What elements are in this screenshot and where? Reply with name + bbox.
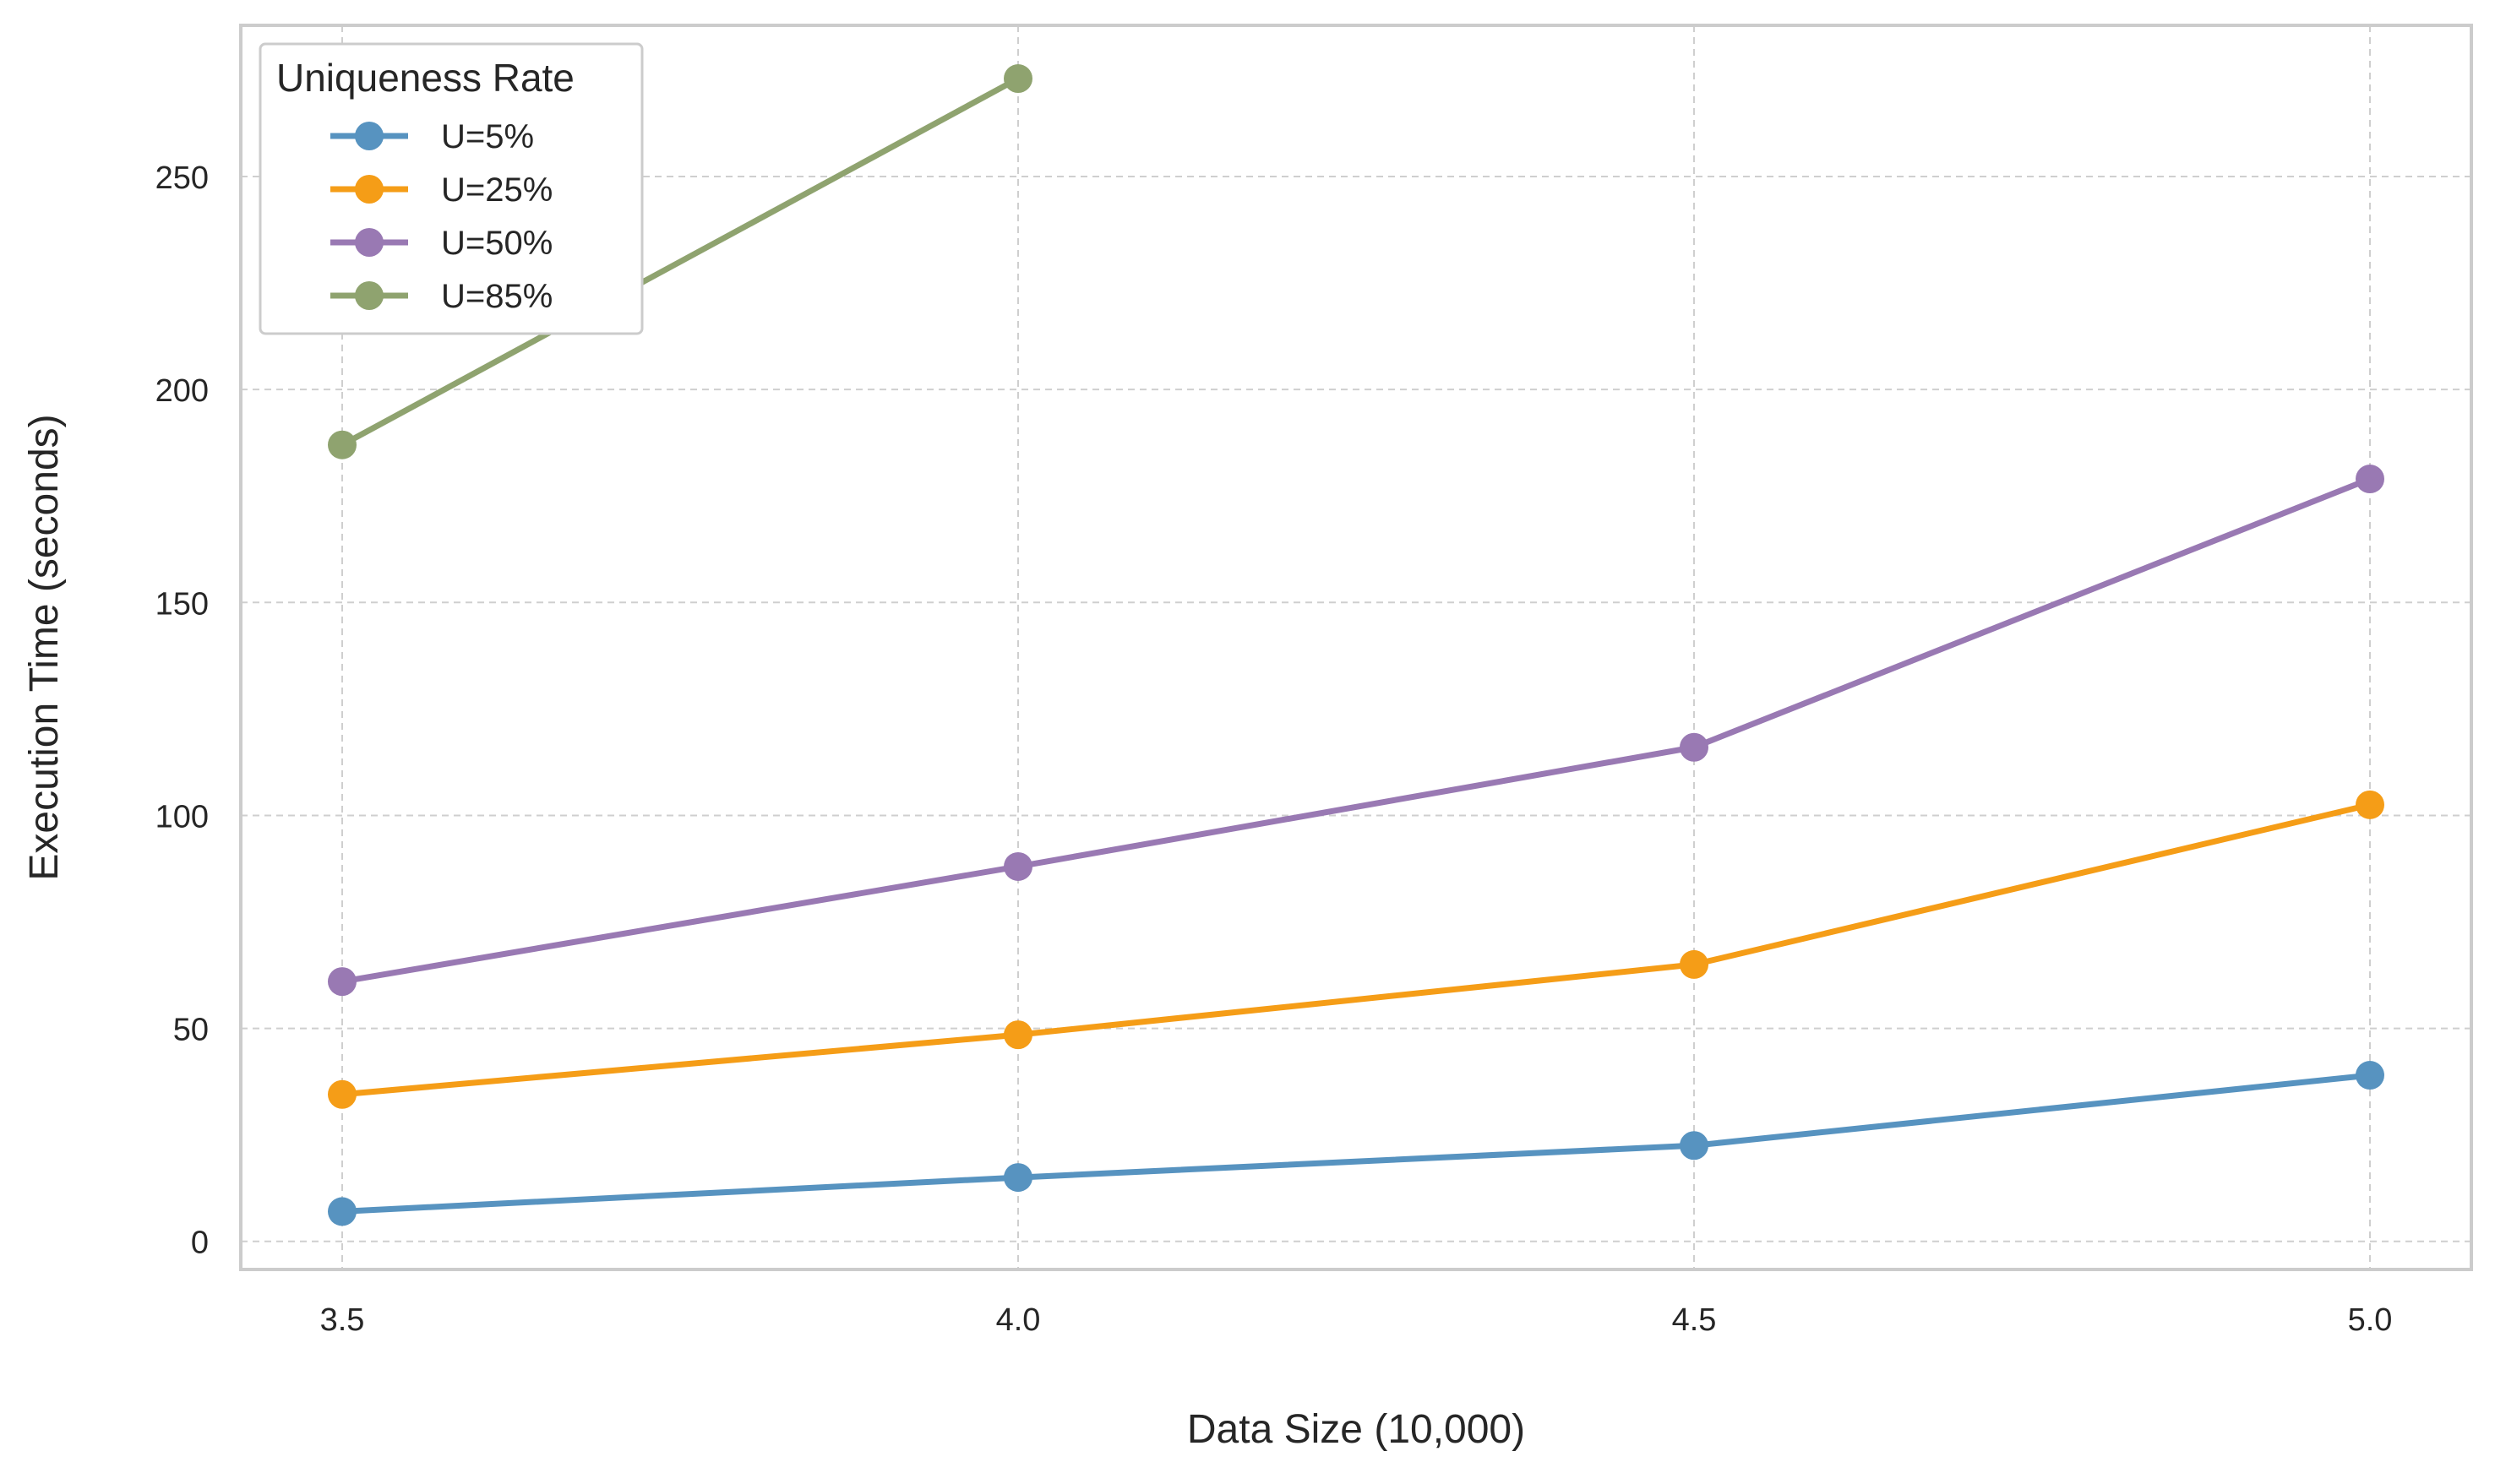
legend: Uniqueness Rate U=5% U=25% U=50% U=85%	[259, 42, 644, 335]
x-axis-label: Data Size (10,000)	[1187, 1407, 1525, 1452]
data-point	[328, 1197, 357, 1226]
data-point	[2356, 1061, 2384, 1090]
legend-label: U=85%	[441, 278, 553, 315]
legend-box	[259, 42, 644, 335]
data-point	[1680, 1131, 1708, 1161]
legend-entry: U=25%	[330, 171, 553, 209]
data-point	[1680, 732, 1708, 762]
legend-marker	[355, 175, 384, 204]
legend-entries: U=5% U=25% U=50% U=85%	[330, 118, 553, 315]
y-tick-label: 200	[155, 373, 209, 409]
data-point	[2356, 465, 2384, 494]
legend-label: U=5%	[441, 118, 534, 155]
legend-marker	[355, 122, 384, 150]
data-point	[328, 967, 357, 997]
series-lines	[328, 64, 2384, 1226]
data-point	[328, 1079, 357, 1109]
series-line	[339, 802, 2373, 1098]
legend-entry: U=5%	[330, 118, 534, 155]
x-tick-labels: 3.5 4.0 4.5 5.0	[320, 1302, 2393, 1338]
legend-title: Uniqueness Rate	[276, 56, 575, 100]
legend-entry: U=85%	[330, 278, 553, 315]
data-point	[328, 430, 357, 459]
y-tick-label: 100	[155, 799, 209, 834]
y-tick-label: 0	[191, 1226, 209, 1261]
plot-frame	[239, 24, 2473, 1271]
x-tick-label: 4.5	[1672, 1302, 1717, 1338]
data-point	[1004, 64, 1032, 94]
series-line	[339, 75, 1021, 448]
data-point	[1004, 1163, 1032, 1193]
y-tick-label: 50	[173, 1013, 209, 1048]
data-point	[1680, 949, 1708, 979]
series-line	[339, 476, 2373, 985]
legend-label: U=25%	[441, 171, 553, 209]
x-tick-label: 5.0	[2348, 1302, 2393, 1338]
data-point	[1004, 851, 1032, 881]
y-tick-label: 150	[155, 586, 209, 622]
data-point	[2356, 790, 2384, 819]
series-3	[328, 465, 2384, 997]
series-4	[328, 64, 1032, 459]
x-tick-label: 4.0	[996, 1302, 1041, 1338]
series-line	[339, 1072, 2373, 1215]
legend-label: U=50%	[441, 225, 553, 262]
y-tick-labels: 0 50 100 150 200 250	[155, 160, 209, 1261]
series-2	[328, 790, 2384, 1109]
x-tick-label: 3.5	[320, 1302, 365, 1338]
series-1	[328, 1061, 2384, 1226]
y-tick-label: 250	[155, 160, 209, 196]
legend-marker	[355, 281, 384, 310]
y-axis-label: Execution Time (seconds)	[22, 414, 67, 880]
data-point	[1004, 1020, 1032, 1050]
legend-entry: U=50%	[330, 225, 553, 262]
legend-marker	[355, 228, 384, 257]
